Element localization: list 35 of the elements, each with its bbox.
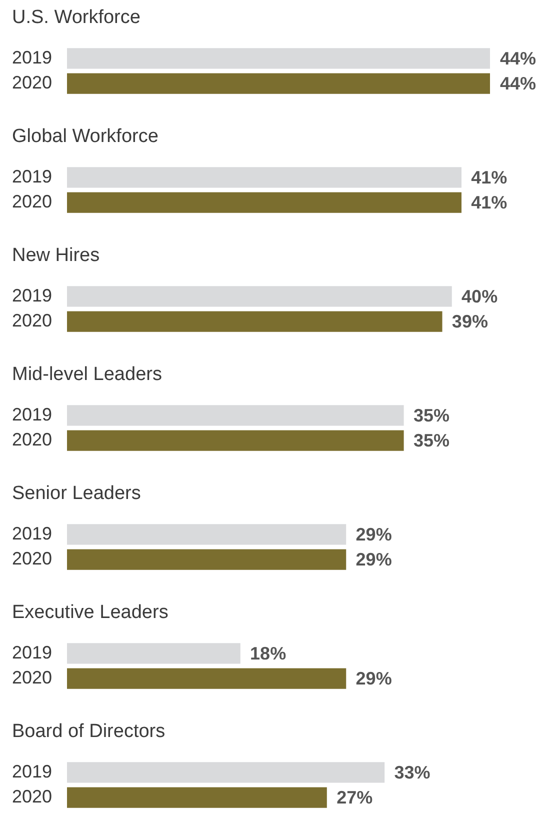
y-tick-label: 2020 — [12, 668, 52, 688]
y-tick-label: 2020 — [12, 192, 52, 212]
y-tick-label: 2019 — [12, 47, 52, 68]
data-label: 33% — [394, 762, 430, 782]
data-label: 41% — [471, 167, 508, 188]
data-label: 44% — [500, 48, 536, 68]
y-tick-label: 2019 — [12, 285, 52, 306]
y-tick-label: 2020 — [12, 310, 52, 331]
data-label: 41% — [471, 192, 508, 213]
y-tick-label: 2019 — [12, 761, 52, 782]
chart-title: Global Workforce — [11, 125, 160, 149]
chart-title: U.S. Workforce — [11, 6, 142, 30]
data-label: 39% — [452, 312, 488, 332]
data-label: 29% — [356, 524, 392, 544]
chart-title: Mid-level Leaders — [11, 363, 163, 387]
chart-title: Executive Leaders — [11, 601, 170, 625]
y-tick-label: 2020 — [12, 72, 52, 93]
data-label: 27% — [336, 788, 373, 808]
data-label: 29% — [356, 550, 392, 570]
y-tick-label: 2019 — [12, 642, 52, 662]
y-tick-label: 2020 — [12, 548, 52, 569]
y-tick-label: 2020 — [12, 430, 52, 450]
chart-title: New Hires — [11, 244, 101, 268]
data-label: 35% — [413, 430, 450, 451]
y-tick-label: 2020 — [12, 786, 52, 807]
chart-title: Senior Leaders — [11, 482, 142, 506]
data-label: 40% — [462, 286, 498, 306]
data-label: 18% — [250, 643, 286, 664]
y-tick-label: 2019 — [12, 523, 52, 544]
data-label: 35% — [413, 405, 450, 426]
data-label: 44% — [500, 74, 536, 94]
y-tick-label: 2019 — [12, 404, 52, 424]
chart-title: Board of Directors — [11, 720, 166, 744]
y-tick-label: 2019 — [12, 166, 52, 186]
data-label: 29% — [356, 668, 392, 689]
